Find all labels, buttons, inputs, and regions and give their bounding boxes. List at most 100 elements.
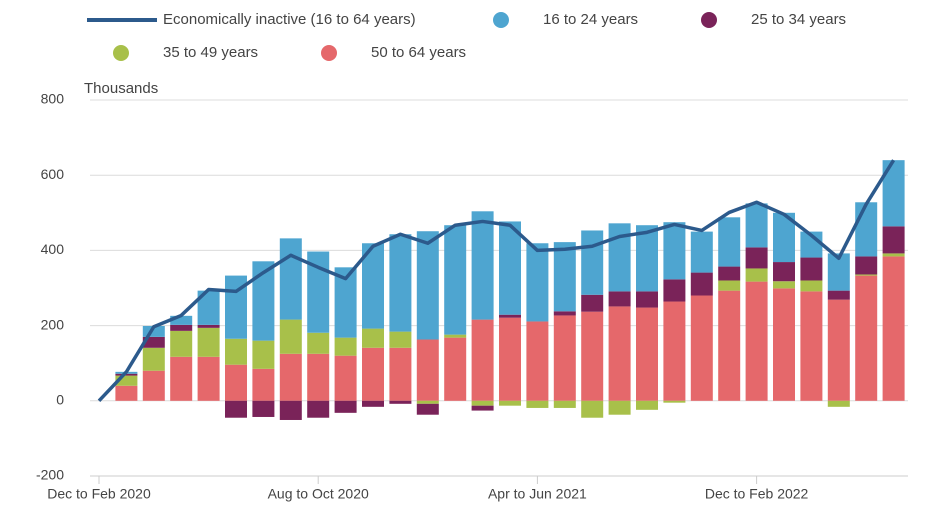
y-tick-label: -200 xyxy=(36,467,64,483)
legend-swatch xyxy=(701,12,717,28)
legend-swatch xyxy=(321,45,337,61)
line xyxy=(97,159,896,403)
bar-segment xyxy=(581,294,604,312)
bar-segment xyxy=(307,251,330,333)
x-tick-label: Aug to Oct 2020 xyxy=(268,486,369,502)
bar-segment xyxy=(745,247,768,269)
bar-segment xyxy=(115,385,138,401)
bar-segment xyxy=(170,324,193,331)
bar-segment xyxy=(142,347,165,371)
bar-segment xyxy=(444,225,467,335)
bar-segment xyxy=(170,315,193,325)
bar-segment xyxy=(197,327,220,357)
bar-segment xyxy=(197,290,220,325)
bar-segment xyxy=(471,400,494,406)
bar-segment xyxy=(608,291,631,307)
bar-segment xyxy=(855,256,878,275)
bar-segment xyxy=(636,225,658,292)
bar-segment xyxy=(581,311,604,401)
bar-segment xyxy=(745,281,768,401)
bar-segment xyxy=(882,256,905,401)
legend-label: 50 to 64 years xyxy=(371,44,466,61)
bar-segment xyxy=(471,319,494,401)
bar-segment xyxy=(416,339,439,401)
bar-segment xyxy=(663,222,686,280)
legend-swatch xyxy=(493,12,509,28)
y-tick-label: 800 xyxy=(41,91,65,107)
bar-segment xyxy=(882,253,905,257)
bar-segment xyxy=(581,400,604,418)
bar-segment xyxy=(142,325,165,337)
bar-segment xyxy=(416,400,439,404)
bar-segment xyxy=(773,281,795,289)
bar-segment xyxy=(389,347,412,401)
bar-segment xyxy=(225,364,247,401)
bar-segment xyxy=(773,288,795,401)
bar-segment xyxy=(362,243,384,329)
bar-segment xyxy=(389,400,412,404)
y-tick-label: 0 xyxy=(56,392,64,408)
bar-segment xyxy=(279,319,302,354)
bar-segment xyxy=(718,280,741,291)
bar-segment xyxy=(471,211,494,320)
legend-label: 16 to 24 years xyxy=(543,11,638,28)
bar-segment xyxy=(526,400,549,408)
bar-segment xyxy=(197,324,220,328)
bar-segment xyxy=(115,373,138,376)
bar-segment xyxy=(279,353,302,401)
bar-segment xyxy=(636,291,658,308)
bar-segment xyxy=(225,338,247,365)
bar-segment xyxy=(855,275,878,401)
bar-segment xyxy=(718,217,741,267)
bar-segment xyxy=(636,307,658,401)
bar-segment xyxy=(499,314,521,318)
bar-segment xyxy=(115,375,138,386)
bar-segment xyxy=(773,212,795,263)
bar-segment xyxy=(142,370,165,401)
bar-segment xyxy=(827,290,850,300)
legend-label: 35 to 49 years xyxy=(163,44,258,61)
bar-segment xyxy=(636,400,658,410)
bar-segment xyxy=(307,353,330,401)
bar-segment xyxy=(416,403,439,415)
bar-segment xyxy=(389,331,412,348)
bar-segment xyxy=(553,311,576,316)
bar-segment xyxy=(362,347,384,401)
bar-segment xyxy=(800,291,823,401)
bar-segment xyxy=(334,355,357,401)
bar-segment xyxy=(170,356,193,401)
bar-segment xyxy=(279,238,302,320)
legend-label: 25 to 34 years xyxy=(751,11,846,28)
bar-segment xyxy=(553,242,576,312)
bar-segment xyxy=(225,400,247,418)
bar-segment xyxy=(608,223,631,292)
bar-segment xyxy=(827,299,850,401)
x-tick-label: Dec to Feb 2020 xyxy=(47,486,151,502)
bar-segment xyxy=(718,290,741,401)
bar-segment xyxy=(307,332,330,354)
bar-segment xyxy=(389,234,412,332)
bar-segment xyxy=(827,253,850,291)
bar-segment xyxy=(800,257,823,281)
bar-segment xyxy=(553,400,576,408)
bar-segment xyxy=(663,400,686,403)
bar-segment xyxy=(252,261,275,341)
bar-segment xyxy=(444,334,467,338)
bar-segment xyxy=(197,356,220,401)
bar-segment xyxy=(553,315,576,401)
legend-label: Economically inactive (16 to 64 years) xyxy=(163,11,416,28)
bar-segment xyxy=(279,400,302,420)
bar-segment xyxy=(362,400,384,407)
bar-segment xyxy=(690,295,713,401)
bar-segment xyxy=(882,160,905,227)
bar-segment xyxy=(416,231,439,340)
bar-segment xyxy=(718,266,741,281)
bar-segment xyxy=(471,405,494,411)
bar-segment xyxy=(745,203,768,248)
bar-segment xyxy=(827,400,850,407)
bar-segment xyxy=(608,306,631,401)
bar-segment xyxy=(882,226,905,254)
bar-segment xyxy=(526,321,549,401)
